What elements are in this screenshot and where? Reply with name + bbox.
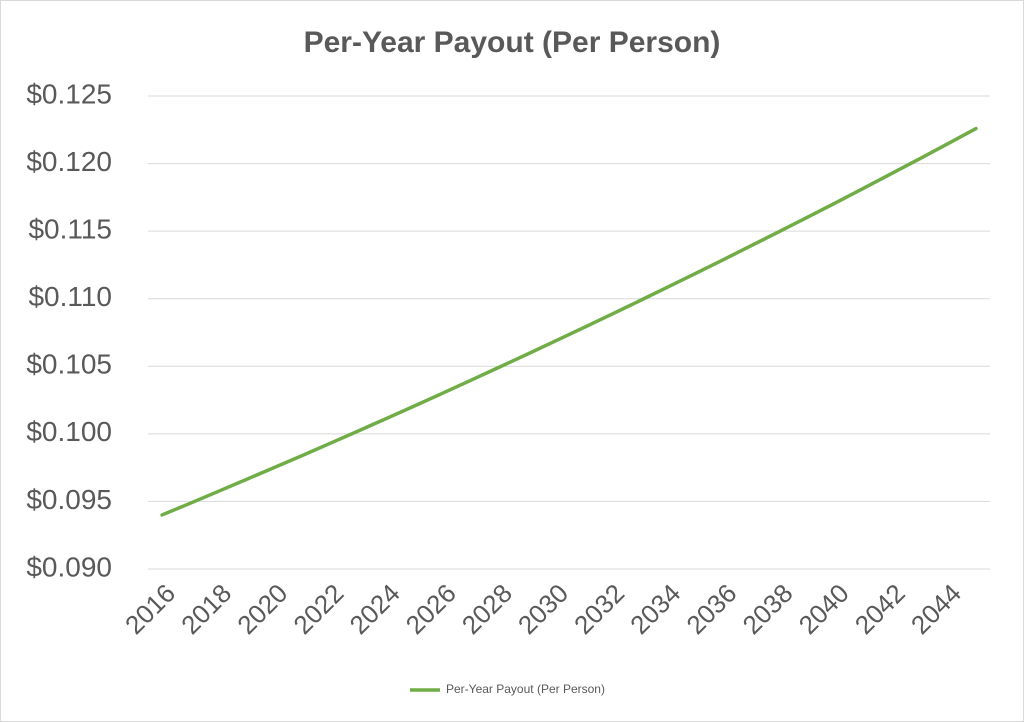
y-tick-label: $0.095 bbox=[26, 484, 112, 515]
line bbox=[160, 126, 978, 517]
y-tick-label: $0.120 bbox=[26, 146, 112, 177]
y-tick-label: $0.125 bbox=[26, 78, 112, 109]
y-tick-label: $0.100 bbox=[26, 416, 112, 447]
legend-label: Per-Year Payout (Per Person) bbox=[446, 682, 605, 696]
chart-title: Per-Year Payout (Per Person) bbox=[304, 26, 721, 59]
y-tick-label: $0.110 bbox=[28, 281, 112, 312]
y-tick-label: $0.090 bbox=[26, 551, 112, 582]
y-tick-label: $0.115 bbox=[28, 214, 112, 245]
y-tick-label: $0.105 bbox=[26, 349, 112, 380]
